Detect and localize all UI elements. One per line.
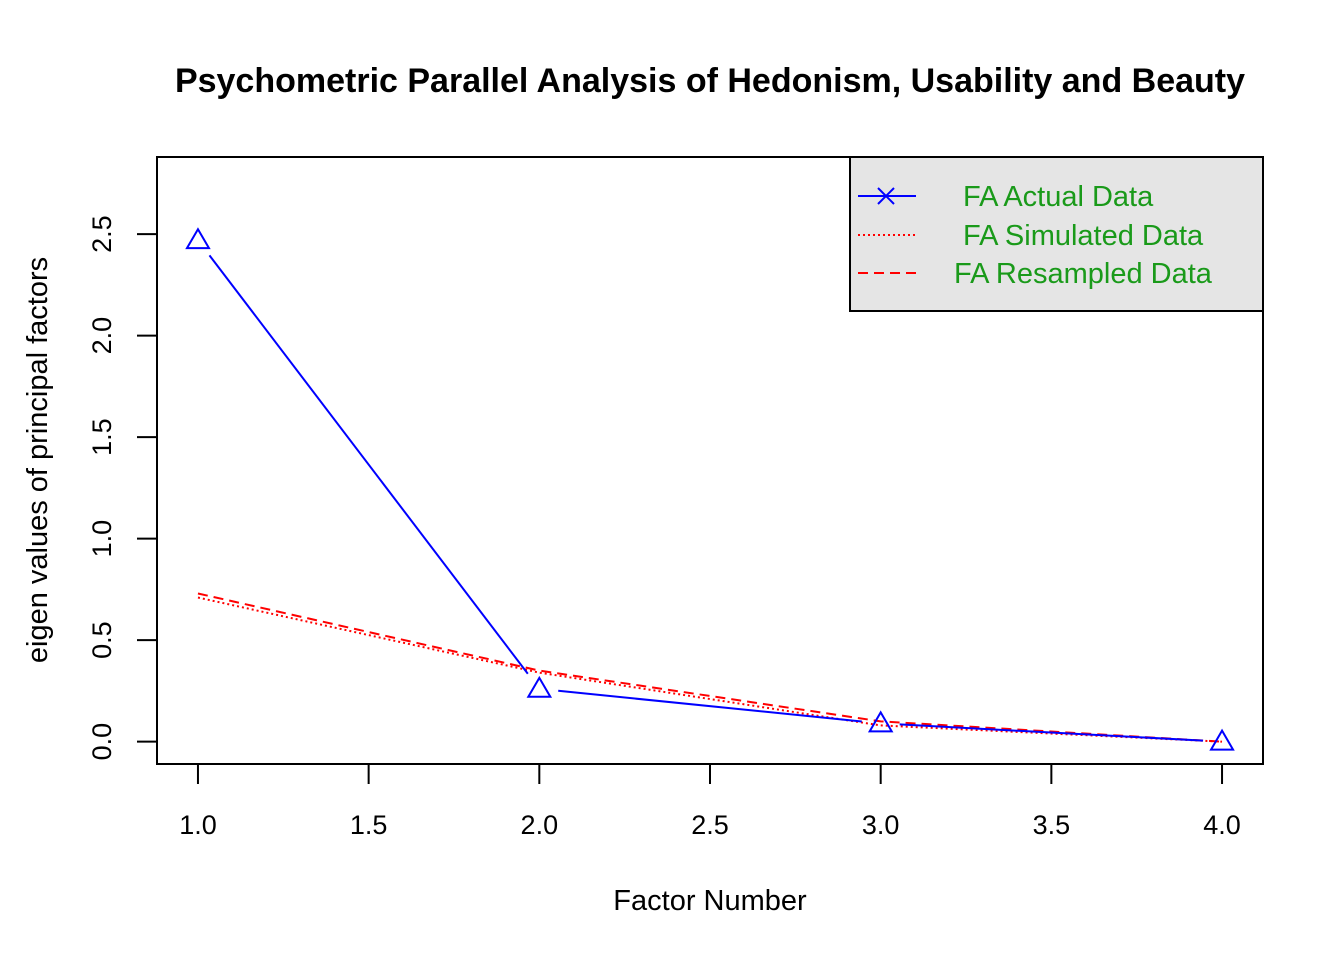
legend: FA Actual Data FA Simulated Data FA Resamp… [849, 156, 1264, 312]
series-line-segment [558, 689, 862, 723]
x-tick-label: 4.0 [1203, 810, 1241, 840]
legend-entry-label: FA Actual Data [963, 181, 1154, 213]
y-tick-label: 0.0 [87, 723, 117, 761]
x-tick-label: 2.5 [691, 810, 729, 840]
x-tick-label: 3.5 [1033, 810, 1071, 840]
legend-entry-label: FA Resampled Data [954, 258, 1213, 290]
legend-box [849, 156, 1264, 312]
y-axis-label: eigen values of principal factors [22, 257, 54, 663]
series-layer [185, 227, 1235, 751]
data-point-marker [867, 710, 894, 733]
x-axis: 1.0 1.5 2.0 2.5 3.0 3.5 4.0 [179, 763, 1241, 840]
y-tick-label: 1.0 [87, 520, 117, 558]
series-line-segment [899, 723, 1204, 742]
legend-entry-label: FA Simulated Data [963, 220, 1204, 252]
x-tick-label: 2.0 [521, 810, 559, 840]
y-tick-label: 0.5 [87, 621, 117, 659]
y-tick-label: 2.5 [87, 215, 117, 253]
x-tick-label: 1.0 [179, 810, 217, 840]
chart-title: Psychometric Parallel Analysis of Hedoni… [175, 62, 1245, 100]
x-axis-label: Factor Number [613, 885, 807, 917]
series-line-segment [208, 254, 529, 675]
y-axis: 0.0 0.5 1.0 1.5 2.0 2.5 [87, 215, 158, 761]
series-2 [197, 596, 1223, 743]
data-point-marker [1209, 728, 1235, 751]
x-tick-label: 3.0 [862, 810, 900, 840]
y-tick-label: 1.5 [87, 418, 117, 456]
x-tick-label: 1.5 [350, 810, 388, 840]
series-3 [197, 592, 1223, 743]
series-line [197, 596, 1223, 743]
y-tick-label: 2.0 [87, 317, 117, 355]
data-point-marker [185, 227, 211, 250]
series-1 [185, 227, 1235, 751]
legend-marker-stroke [877, 187, 895, 205]
data-point-marker [526, 675, 553, 698]
series-line [197, 592, 1223, 743]
